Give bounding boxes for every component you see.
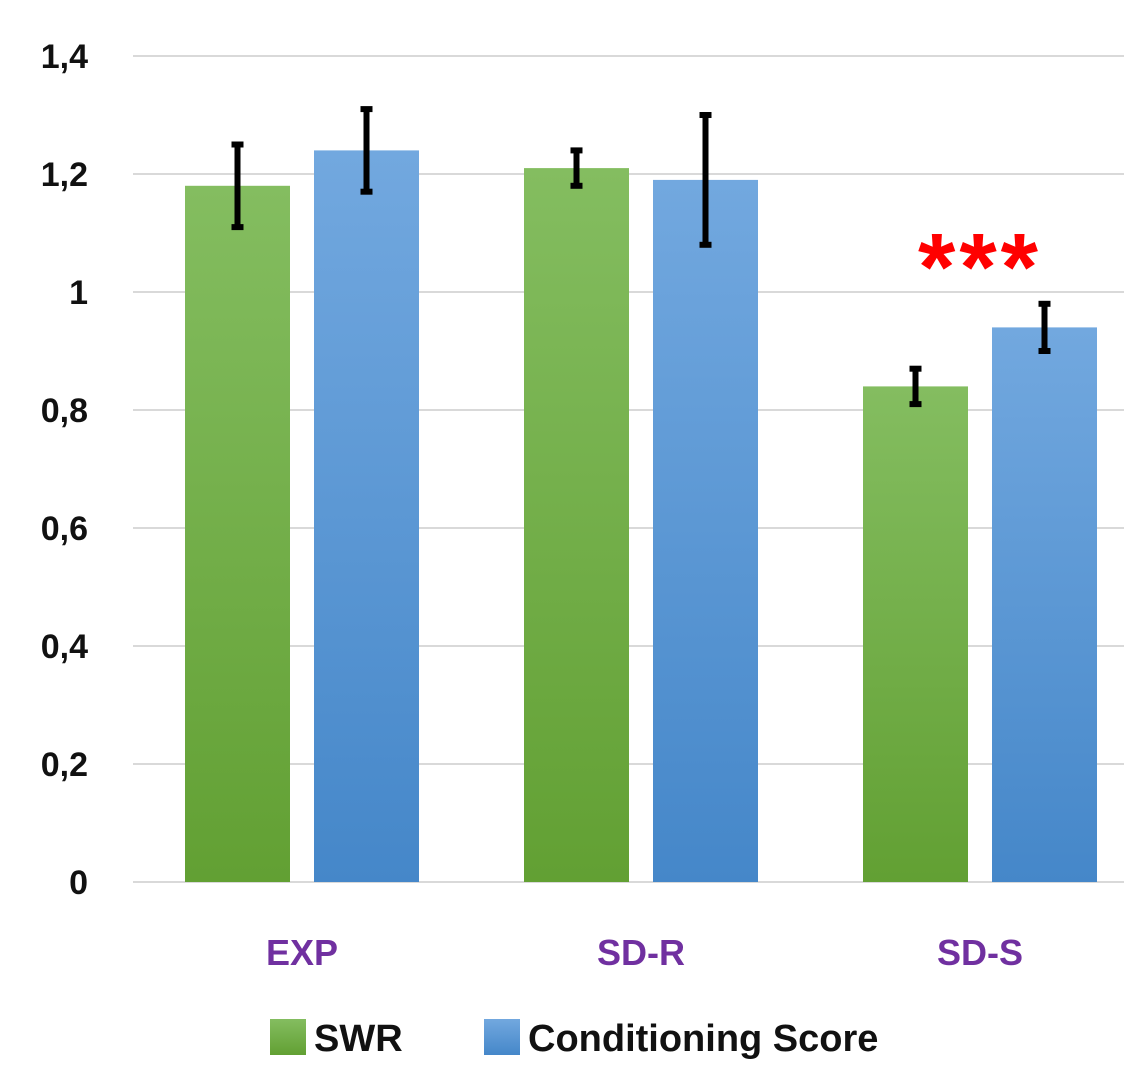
bars bbox=[185, 150, 1097, 883]
y-tick-label: 0 bbox=[69, 864, 88, 902]
y-tick-label: 1,2 bbox=[41, 156, 88, 194]
bar-swr-sd-r bbox=[524, 168, 629, 883]
y-tick-label: 1,4 bbox=[41, 38, 88, 76]
error-bars bbox=[231, 106, 1051, 408]
x-category-label: SD-S bbox=[937, 932, 1023, 973]
error-bar bbox=[360, 106, 373, 195]
x-category-label: EXP bbox=[266, 932, 338, 973]
y-tick-label: 0,2 bbox=[41, 746, 88, 784]
error-bar bbox=[231, 141, 244, 231]
y-tick-label: 0,6 bbox=[41, 510, 88, 548]
significance-annotation: *** bbox=[918, 214, 1042, 321]
y-tick-label: 0,4 bbox=[41, 628, 88, 666]
x-axis-category-labels: EXP SD-R SD-S bbox=[266, 932, 1023, 973]
error-bar bbox=[699, 112, 712, 248]
bar-conditioning-score-exp bbox=[314, 150, 419, 882]
y-tick-label: 1 bbox=[69, 274, 88, 312]
bar-conditioning-score-sd-s bbox=[992, 327, 1097, 882]
legend-label: Conditioning Score bbox=[528, 1018, 878, 1060]
error-bar bbox=[1038, 300, 1051, 354]
bar-swr-exp bbox=[185, 185, 290, 883]
annotations: *** bbox=[918, 214, 1042, 321]
legend-label: SWR bbox=[314, 1018, 403, 1060]
y-axis-tick-labels: 0 0,2 0,4 0,6 0,8 1 1,2 1,4 bbox=[41, 38, 88, 902]
legend-swatch bbox=[484, 1019, 520, 1055]
error-bar bbox=[909, 365, 922, 408]
legend-swatch bbox=[270, 1019, 306, 1055]
bar-swr-sd-s bbox=[863, 386, 968, 882]
legend-item: Conditioning Score bbox=[484, 1018, 878, 1060]
error-bar bbox=[570, 147, 583, 189]
y-tick-label: 0,8 bbox=[41, 392, 88, 430]
legend: SWR Conditioning Score bbox=[270, 1018, 878, 1060]
bar-conditioning-score-sd-r bbox=[653, 179, 758, 882]
legend-item: SWR bbox=[270, 1018, 403, 1060]
x-category-label: SD-R bbox=[597, 932, 685, 973]
